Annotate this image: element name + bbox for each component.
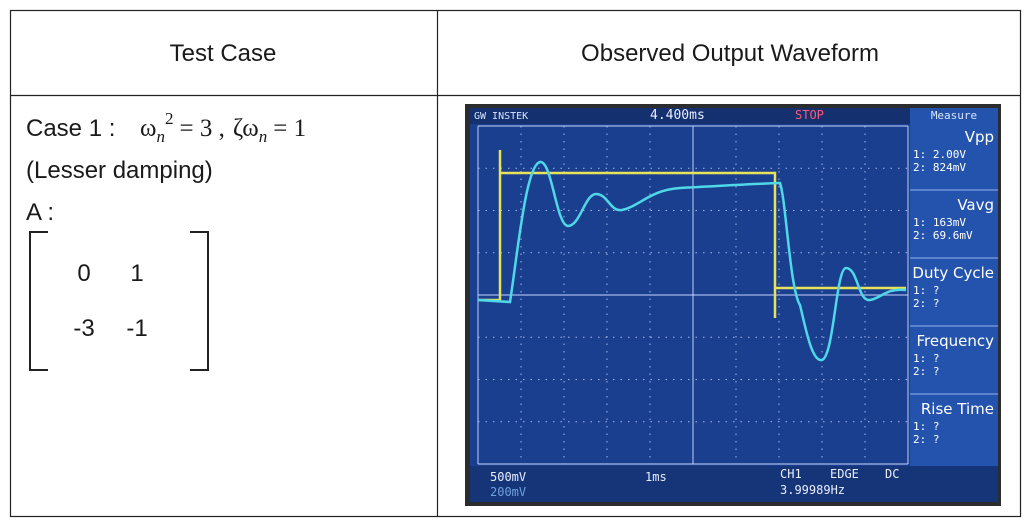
time-scale: 1ms	[645, 470, 667, 484]
note: (Lesser damping)	[26, 157, 213, 184]
trigger: DC	[885, 467, 899, 481]
table-border	[9, 9, 1022, 518]
side-panel	[910, 108, 998, 466]
measure-value: 2: ?	[913, 365, 940, 378]
measure-name: Rise Time	[921, 400, 994, 418]
frequency: 3.99989Hz	[780, 483, 845, 497]
status: STOP	[795, 108, 824, 122]
ch1-scale: 500mV	[490, 470, 526, 484]
menu: Measure	[931, 109, 977, 122]
measure-name: Duty Cycle	[912, 264, 994, 282]
eq-part: = 1	[273, 115, 306, 142]
measure-value: 2: ?	[913, 297, 940, 310]
eq-part: ω	[140, 115, 156, 142]
matrix-entry: 0	[77, 260, 90, 287]
channel2-trace	[477, 160, 907, 362]
timebase-offset: 4.400ms	[650, 108, 705, 123]
ch2-scale: 200mV	[490, 485, 526, 499]
matrix-entry: -3	[73, 315, 94, 342]
bottom-bar	[470, 466, 998, 502]
equation: ωn2 = 3 , ζωn = 1	[140, 109, 306, 146]
trigger: EDGE	[830, 467, 859, 481]
measure-value: 1: 2.00V	[913, 148, 966, 161]
bracket	[29, 231, 48, 371]
measure-value: 1: ?	[913, 352, 940, 365]
header: Test Case	[170, 40, 277, 67]
matrix-label: A :	[26, 199, 54, 226]
matrix-entry: -1	[126, 315, 147, 342]
measure-name: Vavg	[957, 196, 994, 214]
eq-part: n	[259, 127, 268, 146]
measure-value: 1: ?	[913, 284, 940, 297]
measure-value: 2: 69.6mV	[913, 229, 973, 242]
bracket	[190, 231, 209, 371]
case-label: Case 1 :	[26, 115, 115, 142]
measure-value: 1: ?	[913, 420, 940, 433]
trigger: CH1	[780, 467, 802, 481]
measure-value: 2: 824mV	[913, 161, 966, 174]
oscilloscope-photo: GW INSTEK 4.400ms STOP Measure Vpp 1: 2.0…	[465, 104, 1001, 506]
measure-name: Vpp	[965, 128, 994, 146]
eq-part: = 3 ,	[179, 115, 224, 142]
eq-part: 2	[165, 109, 174, 128]
measure-value: 1: 163mV	[913, 216, 966, 229]
measure-value: 2: ?	[913, 433, 940, 446]
header: Observed Output Waveform	[581, 40, 879, 67]
top-bar	[470, 108, 998, 124]
matrix-entry: 1	[130, 260, 143, 287]
eq-part: ζω	[233, 115, 259, 142]
eq-part: n	[156, 127, 165, 146]
measure-name: Frequency	[917, 332, 995, 350]
brand: GW INSTEK	[474, 111, 528, 122]
